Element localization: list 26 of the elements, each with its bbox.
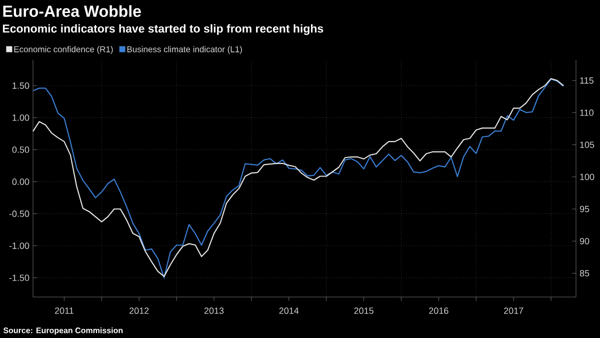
y2-tick-label: 115: [580, 77, 594, 84]
legend-label: Economic confidence (R1): [14, 46, 113, 54]
x-tick-label: 2015: [354, 308, 374, 314]
y2-tick-label: 105: [580, 142, 594, 148]
y-tick-label: -1.50: [9, 274, 30, 281]
x-tick-label: 2014: [279, 308, 299, 314]
source-note: Source: European Commission: [3, 327, 123, 335]
y2-tick-label: 95: [580, 206, 590, 212]
chart-title: Euro-Area Wobble: [3, 5, 141, 17]
y2-tick-label: 110: [580, 109, 594, 116]
y-tick-label: 1.00: [12, 114, 30, 121]
x-tick-label: 2017: [504, 308, 524, 314]
x-tick-label: 2013: [204, 308, 224, 314]
chart-subtitle: Economic indicators have started to slip from recent highs: [2, 24, 324, 35]
x-tick-label: 2011: [54, 308, 74, 314]
y-tick-label: 0.00: [12, 178, 30, 185]
y-tick-label: 0.50: [12, 146, 30, 153]
x-tick-label: 2016: [429, 308, 448, 314]
legend-label: Business climate indicator (L1): [127, 46, 242, 54]
y2-tick-label: 90: [580, 238, 590, 244]
y-tick-label: -1.00: [9, 242, 30, 249]
y2-tick-label: 85: [580, 270, 590, 276]
x-tick-label: 2012: [130, 308, 149, 314]
y2-tick-label: 100: [580, 174, 594, 180]
y-tick-label: 1.50: [12, 82, 30, 89]
y-tick-label: -0.50: [9, 210, 30, 217]
